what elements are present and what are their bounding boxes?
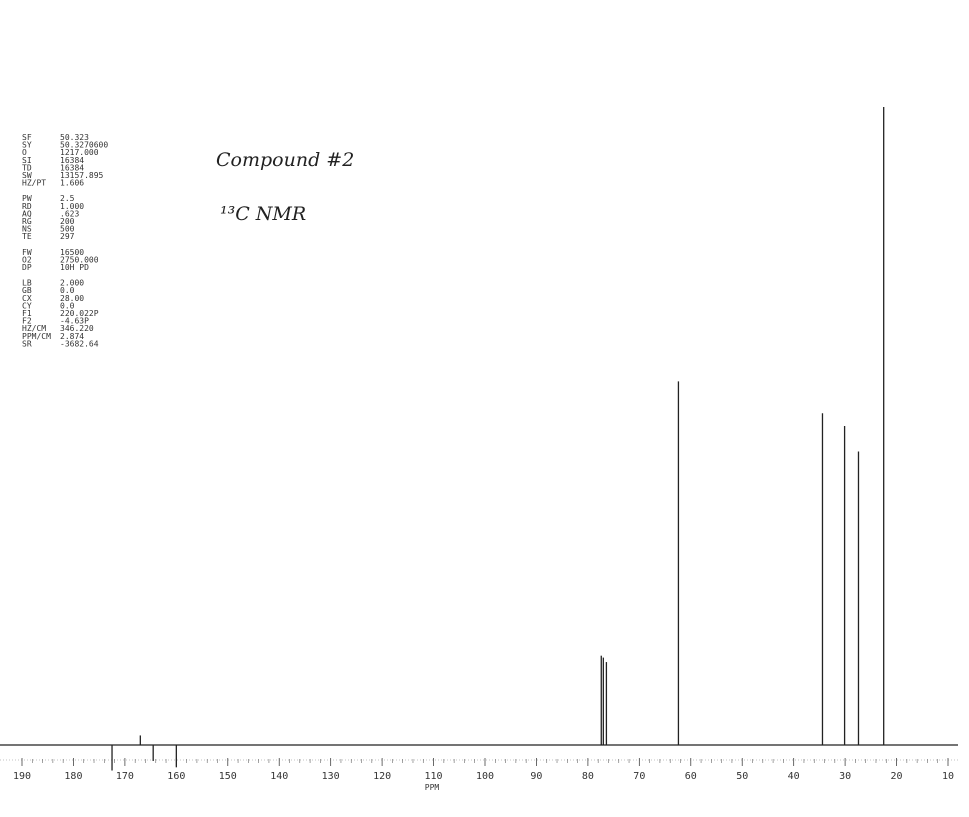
param-value: 13157.895 bbox=[60, 171, 104, 180]
param-value: -4.63P bbox=[60, 317, 89, 326]
param-value: -3682.64 bbox=[60, 339, 99, 348]
param-key: RG bbox=[22, 217, 32, 226]
param-value: 297 bbox=[60, 232, 75, 241]
param-key: F2 bbox=[22, 317, 32, 326]
param-value: 1.606 bbox=[60, 179, 84, 188]
param-value: 2750.000 bbox=[60, 255, 99, 264]
param-key: HZ/PT bbox=[22, 179, 46, 188]
x-tick-label: 20 bbox=[891, 771, 903, 782]
param-value: 500 bbox=[60, 225, 75, 234]
param-value: 2.000 bbox=[60, 279, 84, 288]
x-axis-label: PPM bbox=[425, 783, 440, 792]
param-value: 50.323 bbox=[60, 133, 89, 142]
param-key: FW bbox=[22, 248, 32, 257]
annotation-compound: Compound #2 bbox=[216, 149, 354, 171]
x-tick-label: 180 bbox=[64, 771, 82, 782]
param-value: 16384 bbox=[60, 156, 84, 165]
param-key: SW bbox=[22, 171, 32, 180]
param-value: 2.874 bbox=[60, 332, 84, 341]
param-key: CY bbox=[22, 301, 32, 310]
x-tick-label: 150 bbox=[219, 771, 237, 782]
param-key: O bbox=[22, 148, 27, 157]
param-value: 16384 bbox=[60, 163, 84, 172]
param-key: SY bbox=[22, 141, 32, 150]
x-tick-label: 160 bbox=[167, 771, 185, 782]
param-key: RD bbox=[22, 202, 32, 211]
x-tick-label: 10 bbox=[942, 771, 954, 782]
param-value: 0.0 bbox=[60, 301, 75, 310]
parameter-block: SF 50.323 SY 50.3270600 O 1217.000 SI 16384 TD 16… bbox=[22, 133, 108, 348]
param-key: PW bbox=[22, 194, 32, 203]
param-key: GB bbox=[22, 286, 32, 295]
param-key: LB bbox=[22, 279, 32, 288]
x-tick-label: 190 bbox=[13, 771, 31, 782]
x-tick-label: 110 bbox=[425, 771, 443, 782]
x-tick-label: 80 bbox=[582, 771, 594, 782]
x-tick-label: 50 bbox=[736, 771, 748, 782]
x-tick-label: 100 bbox=[476, 771, 494, 782]
param-value: 50.3270600 bbox=[60, 141, 108, 150]
param-value: 10H PD bbox=[60, 263, 89, 272]
param-value: 1217.000 bbox=[60, 148, 99, 157]
param-key: HZ/CM bbox=[22, 324, 46, 333]
x-tick-label: 90 bbox=[530, 771, 542, 782]
param-key: O2 bbox=[22, 255, 32, 264]
x-tick-label: 120 bbox=[373, 771, 391, 782]
x-tick-label: 140 bbox=[270, 771, 288, 782]
x-tick-label: 60 bbox=[685, 771, 697, 782]
param-value: .623 bbox=[60, 209, 79, 218]
param-key: AQ bbox=[22, 209, 32, 218]
param-value: 200 bbox=[60, 217, 75, 226]
param-key: F1 bbox=[22, 309, 32, 318]
x-tick-label: 130 bbox=[322, 771, 340, 782]
annotation-nmr: ¹³C NMR bbox=[220, 203, 306, 225]
param-value: 220.022P bbox=[60, 309, 99, 318]
param-value: 0.0 bbox=[60, 286, 75, 295]
param-value: 2.5 bbox=[60, 194, 75, 203]
param-key: SF bbox=[22, 133, 32, 142]
param-key: SI bbox=[22, 156, 32, 165]
param-key: CX bbox=[22, 294, 32, 303]
param-value: 346.220 bbox=[60, 324, 94, 333]
x-tick-label: 30 bbox=[839, 771, 851, 782]
param-key: TE bbox=[22, 232, 32, 241]
x-tick-label: 170 bbox=[116, 771, 134, 782]
x-tick-label: 70 bbox=[633, 771, 645, 782]
param-key: DP bbox=[22, 263, 32, 272]
x-tick-label: 40 bbox=[788, 771, 800, 782]
param-value: 1.000 bbox=[60, 202, 84, 211]
param-key: TD bbox=[22, 163, 32, 172]
param-value: 16500 bbox=[60, 248, 84, 257]
param-value: 28.00 bbox=[60, 294, 84, 303]
param-key: NS bbox=[22, 225, 32, 234]
param-key: SR bbox=[22, 339, 32, 348]
param-key: PPM/CM bbox=[22, 332, 51, 341]
